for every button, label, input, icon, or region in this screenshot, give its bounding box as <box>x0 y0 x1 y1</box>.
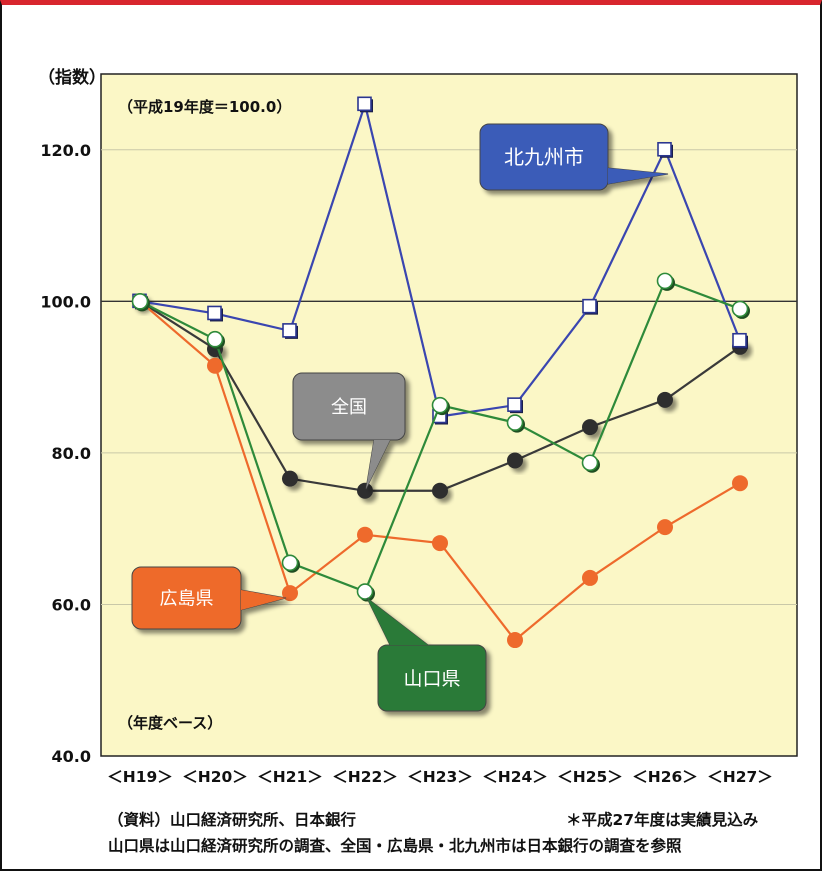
data-point <box>507 452 523 469</box>
data-point <box>431 396 449 414</box>
callout-tail-fill <box>608 168 668 184</box>
data-point <box>207 357 223 374</box>
y-tick-label: 120.0 <box>40 141 91 160</box>
callout-box <box>479 123 609 191</box>
data-point <box>207 305 222 321</box>
data-point <box>581 454 599 472</box>
callout-bubble <box>131 566 287 630</box>
x-tick-label: ＜H27＞ <box>707 768 773 786</box>
data-point <box>282 585 298 602</box>
data-point <box>206 330 224 348</box>
data-point <box>731 300 749 318</box>
callout-bubble <box>292 372 406 490</box>
data-point <box>582 298 597 314</box>
data-point <box>432 535 448 552</box>
base-note: （平成19年度＝100.0） <box>118 98 291 116</box>
x-tick-label: ＜H20＞ <box>182 768 248 786</box>
x-tick-label: ＜H19＞ <box>107 768 173 786</box>
data-point <box>732 332 747 348</box>
x-axis-ticks: ＜H19＞ ＜H20＞ ＜H21＞ ＜H22＞ ＜H23＞ ＜H24＞ ＜H25＞ ＜H26＞… <box>107 768 773 786</box>
source-note: （資料）山口経済研究所、日本銀行 <box>108 811 357 829</box>
x-tick-label: ＜H21＞ <box>257 768 323 786</box>
series <box>132 293 748 649</box>
callout-box <box>377 644 487 712</box>
data-point <box>282 470 298 487</box>
data-point <box>282 323 297 338</box>
data-point <box>357 482 373 499</box>
callout-tail-fill <box>366 440 390 489</box>
y-tick-label: 60.0 <box>52 595 91 614</box>
x-tick-label: ＜H23＞ <box>407 768 473 786</box>
data-point <box>131 293 149 310</box>
estimate-note: ＊平成27年度は実績見込み <box>566 811 759 829</box>
y-axis-label: （指数） <box>38 67 106 88</box>
data-point <box>432 482 448 499</box>
data-point <box>281 554 299 572</box>
data-point <box>657 519 673 536</box>
detail-note: 山口県は山口経済研究所の調査、全国・広島県・北九州市は日本銀行の調査を参照 <box>108 837 682 855</box>
x-tick-label: ＜H25＞ <box>557 768 623 786</box>
x-tick-label: ＜H24＞ <box>482 768 548 786</box>
data-point <box>356 583 374 600</box>
series-layer <box>131 96 750 649</box>
callout-box <box>292 372 406 441</box>
callout-label: 広島県 <box>160 588 214 609</box>
data-point <box>582 419 598 436</box>
callout-tail-fill <box>367 598 428 645</box>
data-point <box>582 569 598 586</box>
y-tick-label: 80.0 <box>52 444 91 463</box>
data-point <box>657 141 672 157</box>
x-tick-label: ＜H26＞ <box>632 768 698 786</box>
data-point <box>507 632 523 649</box>
callout-label: 山口県 <box>403 668 460 690</box>
data-point <box>506 414 524 431</box>
callout-bubble <box>479 123 669 191</box>
basis-note: （年度ベース） <box>118 714 222 732</box>
data-point <box>732 475 748 492</box>
series <box>131 272 750 602</box>
callout-label: 全国 <box>331 397 367 418</box>
data-point <box>656 272 674 290</box>
callout-tail-fill <box>241 590 286 610</box>
callout-label: 北九州市 <box>504 145 584 169</box>
callout-bubble <box>366 597 487 712</box>
y-tick-label: 100.0 <box>40 292 91 311</box>
data-point <box>357 96 372 112</box>
y-tick-label: 40.0 <box>52 747 91 766</box>
y-axis-ticks: 40.0 60.0 80.0 100.0 120.0 <box>40 141 91 766</box>
data-point <box>657 391 673 408</box>
x-tick-label: ＜H22＞ <box>332 768 398 786</box>
data-point <box>507 397 522 412</box>
data-point <box>357 526 373 543</box>
